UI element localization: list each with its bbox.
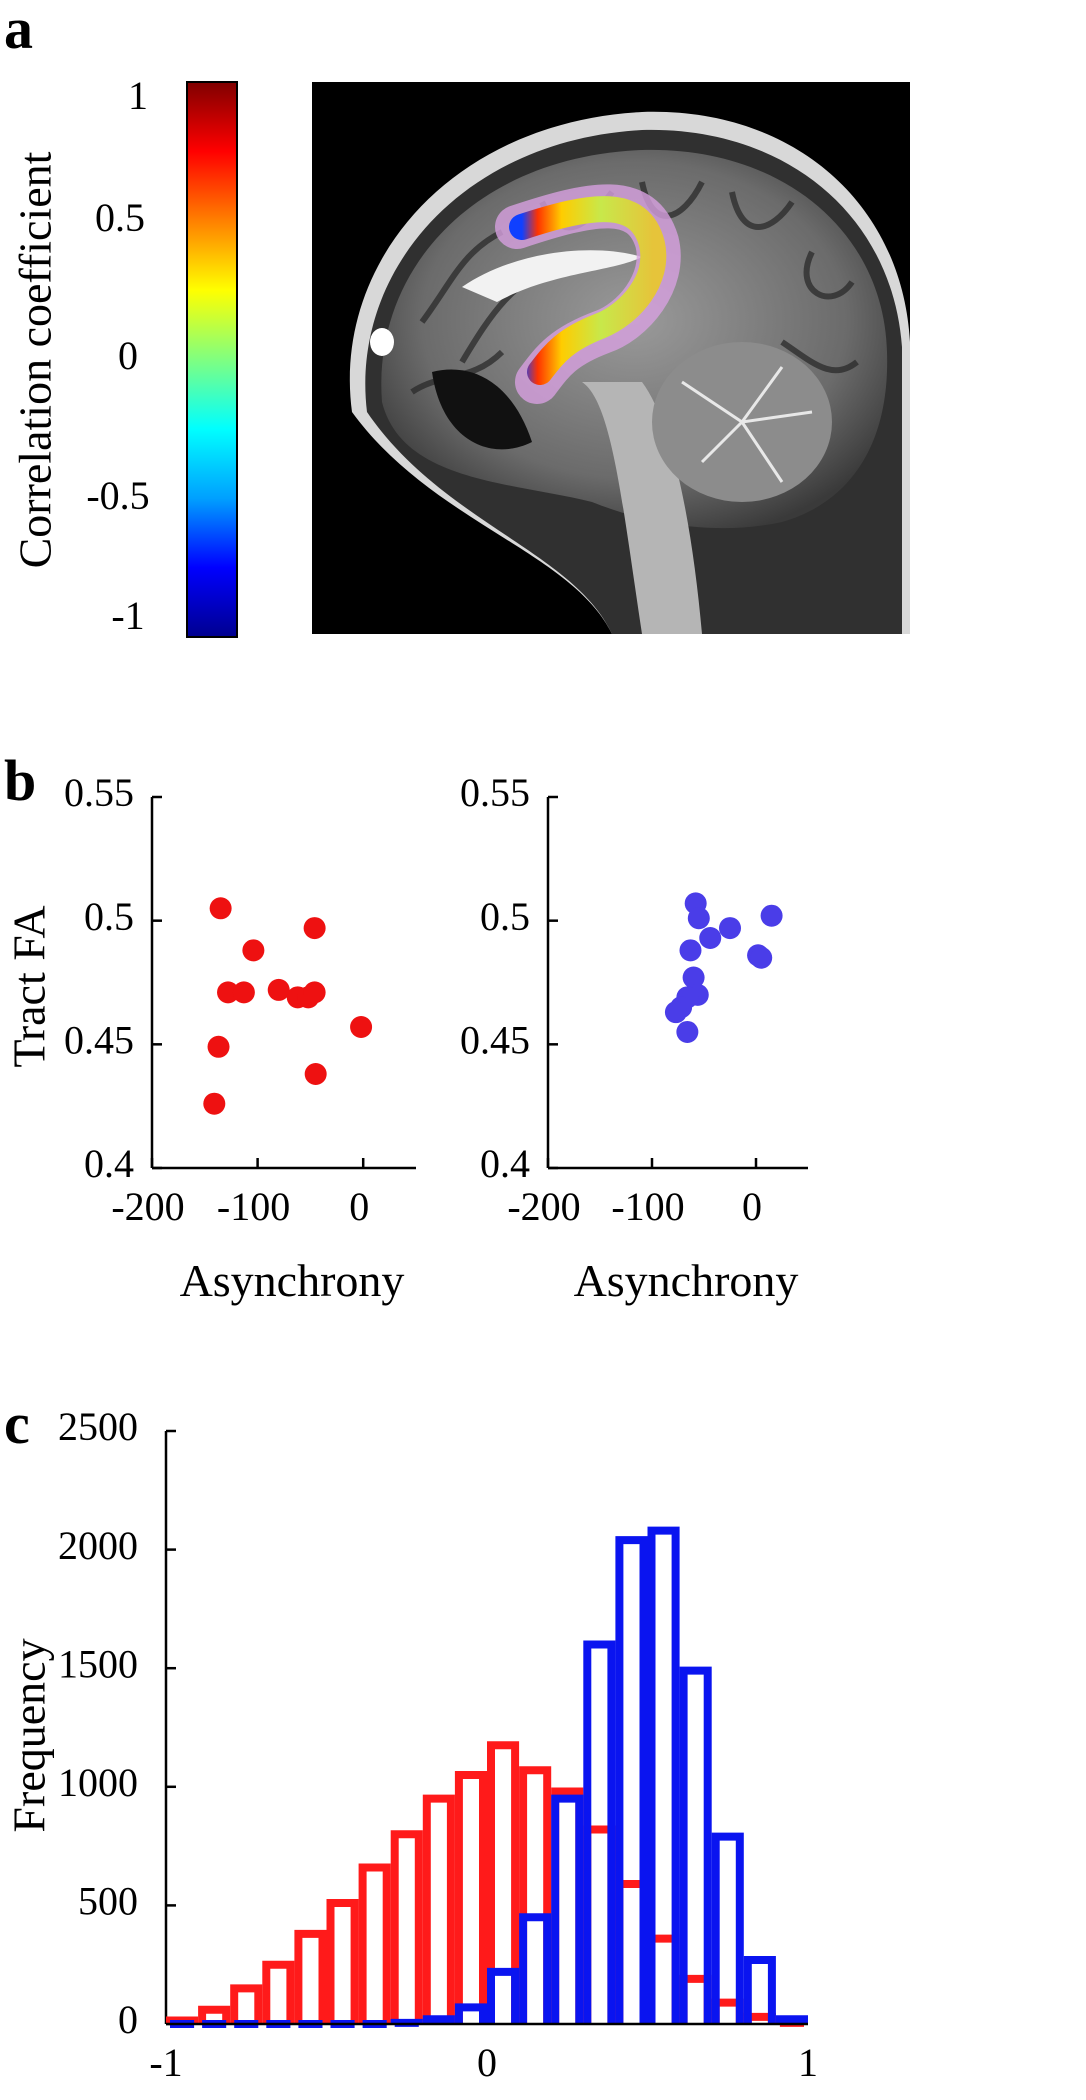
scatter-left-point bbox=[203, 1092, 226, 1115]
brain-mri-image bbox=[312, 82, 910, 634]
histogram-y-tick-label: 2000 bbox=[58, 1523, 138, 1568]
scatter-right-point bbox=[719, 917, 741, 940]
histogram-bar-blue bbox=[487, 1967, 520, 2024]
scatter-left-point bbox=[304, 1063, 327, 1086]
histogram-x-tick-label: -1 bbox=[149, 2040, 182, 2085]
scatter-left-y-label: Tract FA bbox=[4, 905, 55, 1067]
scatter-left-x-tick-label: 0 bbox=[349, 1184, 369, 1229]
histogram-y-tick-label: 1000 bbox=[58, 1760, 138, 1805]
colorbar-tick-0: 0 bbox=[118, 333, 138, 378]
histogram-bar-blue bbox=[775, 2015, 808, 2024]
histogram-x-tick-label: 0 bbox=[477, 2040, 497, 2085]
histogram-bar-red bbox=[358, 1863, 391, 2024]
histogram-bar-blue bbox=[519, 1913, 552, 2024]
histogram-bar-blue bbox=[422, 2015, 455, 2024]
histogram-y-tick-label: 0 bbox=[118, 1997, 138, 2042]
scatter-right-point bbox=[676, 1020, 699, 1043]
scatter-left-y-tick-label: 0.45 bbox=[64, 1018, 134, 1063]
histogram-bar-red bbox=[198, 2005, 231, 2024]
scatter-left-point bbox=[209, 897, 232, 920]
scatter-left-point bbox=[207, 1035, 230, 1058]
histogram-bar-blue bbox=[679, 1666, 712, 2024]
scatter-left-point bbox=[303, 981, 326, 1004]
colorbar-tick-1: 1 bbox=[128, 73, 148, 118]
histogram-bar-red bbox=[422, 1794, 455, 2024]
scatter-right-point bbox=[682, 966, 705, 989]
scatter-right-point bbox=[679, 939, 702, 962]
histogram-bar-red bbox=[262, 1960, 295, 2024]
scatter-left-y-tick-label: 0.5 bbox=[84, 894, 134, 939]
colorbar-panel: Correlation coefficient 1 0.5 0 -0.5 -1 bbox=[10, 73, 238, 638]
scatter-left-point bbox=[242, 939, 265, 962]
scatter-right-x-tick-label: 0 bbox=[742, 1184, 762, 1229]
scatter-right-y-tick-label: 0.5 bbox=[480, 894, 530, 939]
colorbar-tick-minus-1: -1 bbox=[111, 593, 144, 638]
scatter-right-point bbox=[750, 946, 773, 969]
histogram-bar-blue bbox=[743, 1955, 776, 2024]
scatter-plot-left: 0.55 0.5 0.45 0.4-200 -100 0 Asynchrony Tract F… bbox=[4, 770, 416, 1306]
histogram-bar-red bbox=[294, 1929, 327, 2024]
scatter-right-x-tick-label: -200 bbox=[507, 1184, 580, 1229]
colorbar-tick-minus-0.5: -0.5 bbox=[86, 473, 149, 518]
scatter-left-point bbox=[303, 917, 326, 940]
scatter-left-x-tick-label: -200 bbox=[111, 1184, 184, 1229]
scatter-left-point bbox=[350, 1016, 373, 1039]
scatter-left-x-label: Asynchrony bbox=[180, 1255, 405, 1306]
scatter-right-point bbox=[687, 907, 710, 930]
scatter-right-y-tick-label: 0.45 bbox=[460, 1018, 530, 1063]
scatter-left-point bbox=[217, 981, 240, 1004]
scatter-left-point bbox=[267, 978, 290, 1001]
scatter-right-y-tick-label: 0.4 bbox=[480, 1141, 530, 1186]
scatter-right-point bbox=[699, 926, 722, 949]
histogram-y-tick-label: 500 bbox=[78, 1879, 138, 1924]
histogram-y-tick-label: 2500 bbox=[58, 1404, 138, 1449]
histogram-bar-red bbox=[326, 1899, 359, 2024]
scatter-left-point bbox=[232, 981, 255, 1004]
colorbar-label: Correlation coefficient bbox=[10, 151, 61, 568]
histogram-bar-red bbox=[454, 1770, 487, 2024]
histogram-bar-blue bbox=[551, 1794, 584, 2024]
histogram-bar-blue bbox=[583, 1640, 616, 2024]
scatter-plot-right: 0.55 0.5 0.45 0.4-200 -100 0 Asynchrony bbox=[460, 770, 808, 1306]
histogram-bar-blue bbox=[647, 1526, 680, 2024]
histogram-y-tick-label: 1500 bbox=[58, 1641, 138, 1686]
histogram-y-label: Frequency bbox=[4, 1638, 55, 1832]
histogram-bar-red bbox=[519, 1766, 552, 2024]
histogram-bar-red bbox=[487, 1741, 520, 2024]
scatter-right-y-tick-label: 0.55 bbox=[460, 770, 530, 815]
scatter-right-x-tick-label: -100 bbox=[611, 1184, 684, 1229]
scatter-left-x-tick-label: -100 bbox=[217, 1184, 290, 1229]
histogram-bar-red bbox=[390, 1830, 423, 2024]
histogram-bar-red bbox=[230, 1984, 263, 2024]
panel-label-b: b bbox=[4, 748, 37, 813]
histogram-bar-blue bbox=[615, 1536, 648, 2024]
scatter-left-y-tick-label: 0.4 bbox=[84, 1141, 134, 1186]
panel-label-c: c bbox=[4, 1391, 30, 1456]
scatter-right-point bbox=[664, 1001, 687, 1024]
colorbar-gradient bbox=[186, 81, 238, 638]
scatter-right-point bbox=[760, 904, 783, 927]
panel-label-a: a bbox=[4, 0, 33, 61]
histogram-x-tick-label: 1 bbox=[798, 2040, 818, 2085]
histogram-bar-blue bbox=[711, 1832, 744, 2024]
scatter-right-x-label: Asynchrony bbox=[574, 1255, 799, 1306]
colorbar-tick-0.5: 0.5 bbox=[95, 195, 145, 240]
histogram-bar-blue bbox=[454, 2003, 487, 2024]
scatter-left-y-tick-label: 0.55 bbox=[64, 770, 134, 815]
